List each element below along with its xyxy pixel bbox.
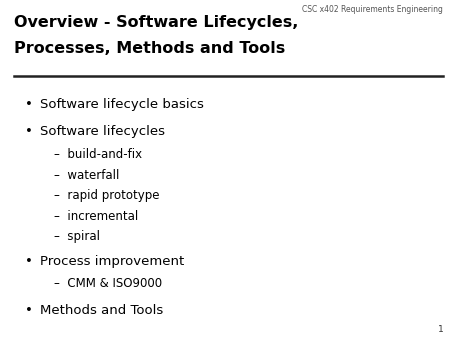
Text: •: • (25, 256, 32, 268)
Text: Overview - Software Lifecycles,: Overview - Software Lifecycles, (14, 15, 298, 30)
Text: •: • (25, 98, 32, 111)
Text: –  waterfall: – waterfall (54, 169, 119, 182)
Text: –  CMM & ISO9000: – CMM & ISO9000 (54, 277, 162, 290)
Text: Methods and Tools: Methods and Tools (40, 304, 164, 317)
Text: Software lifecycles: Software lifecycles (40, 125, 166, 138)
Text: –  incremental: – incremental (54, 210, 138, 223)
Text: Software lifecycle basics: Software lifecycle basics (40, 98, 204, 111)
Text: CSC x402 Requirements Engineering: CSC x402 Requirements Engineering (302, 5, 443, 14)
Text: 1: 1 (437, 325, 443, 334)
Text: Process improvement: Process improvement (40, 256, 185, 268)
Text: –  rapid prototype: – rapid prototype (54, 189, 159, 202)
Text: •: • (25, 125, 32, 138)
Text: Processes, Methods and Tools: Processes, Methods and Tools (14, 41, 285, 55)
Text: –  spiral: – spiral (54, 231, 100, 243)
Text: –  build-and-fix: – build-and-fix (54, 148, 142, 161)
Text: •: • (25, 304, 32, 317)
